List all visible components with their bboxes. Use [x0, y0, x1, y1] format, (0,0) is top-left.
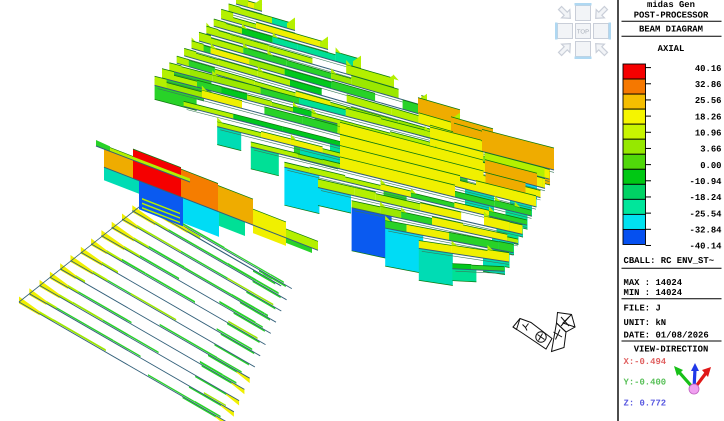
svg-text:MAX : 14024: MAX : 14024 [624, 278, 683, 288]
svg-text:18.26: 18.26 [695, 112, 722, 122]
svg-text:3.66: 3.66 [700, 145, 721, 155]
svg-text:MIN : 14024: MIN : 14024 [624, 288, 683, 298]
svg-text:-32.84: -32.84 [690, 226, 723, 236]
svg-text:X:-0.494: X:-0.494 [624, 357, 667, 367]
svg-text:32.86: 32.86 [695, 80, 722, 90]
svg-text:-18.24: -18.24 [690, 193, 723, 203]
svg-text:CBALL: RC ENV_ST~: CBALL: RC ENV_ST~ [624, 256, 715, 266]
svg-text:25.56: 25.56 [695, 96, 722, 106]
svg-text:Y:-0.400: Y:-0.400 [624, 377, 667, 387]
svg-text:-10.94: -10.94 [690, 177, 723, 187]
svg-text:UNIT: kN: UNIT: kN [624, 318, 667, 328]
svg-text:DATE: 01/08/2026: DATE: 01/08/2026 [624, 330, 709, 340]
svg-text:AXIAL: AXIAL [658, 44, 685, 54]
svg-text:POST-PROCESSOR: POST-PROCESSOR [634, 10, 709, 20]
svg-text:VIEW-DIRECTION: VIEW-DIRECTION [634, 345, 709, 355]
svg-text:0.00: 0.00 [700, 161, 721, 171]
svg-text:-25.54: -25.54 [690, 209, 723, 219]
svg-text:Z: 0.772: Z: 0.772 [624, 398, 667, 408]
svg-text:midas Gen: midas Gen [647, 0, 695, 10]
svg-text:40.16: 40.16 [695, 64, 722, 74]
svg-text:FILE: J: FILE: J [624, 303, 661, 313]
svg-text:10.96: 10.96 [695, 128, 722, 138]
svg-text:TOP: TOP [577, 28, 589, 35]
svg-text:BEAM DIAGRAM: BEAM DIAGRAM [639, 25, 703, 35]
svg-text:-40.14: -40.14 [690, 242, 723, 252]
